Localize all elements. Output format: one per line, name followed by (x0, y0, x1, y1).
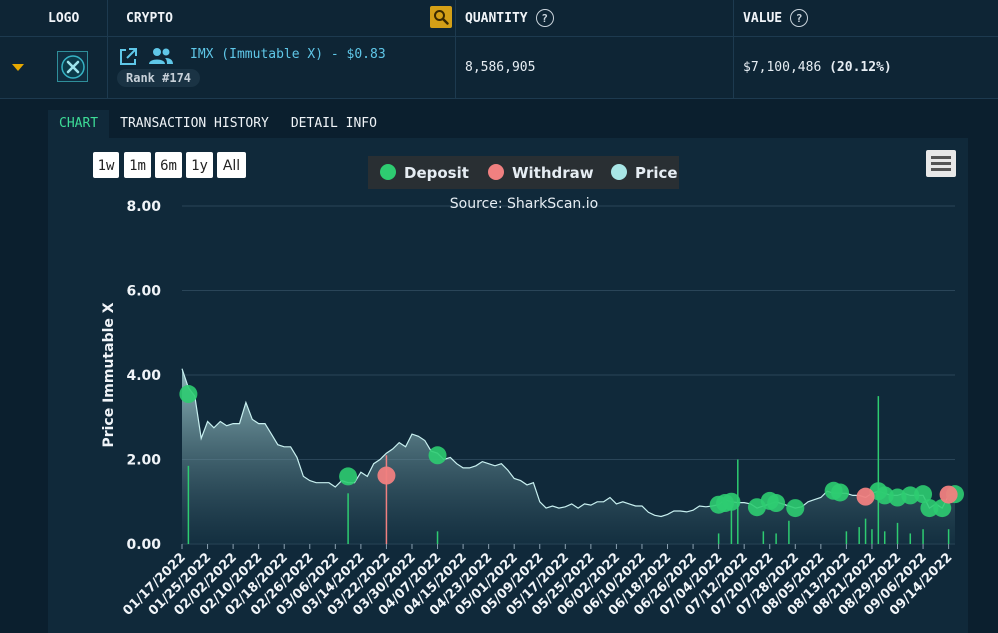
deposit-marker[interactable] (722, 492, 741, 511)
range-selector: 1w 1m 6m 1y All (93, 152, 246, 178)
chart-menu-button[interactable] (926, 150, 956, 177)
volume-bars (187, 396, 950, 544)
help-icon[interactable]: ? (535, 9, 554, 27)
withdraw-marker[interactable] (856, 487, 875, 506)
column-divider (107, 0, 108, 36)
column-divider (107, 37, 108, 98)
legend-label-deposit: Deposit (404, 164, 469, 182)
legend-label-withdraw: Withdraw (512, 164, 594, 182)
crypto-name-price-link[interactable]: IMX (Immutable X) - $0.83 (190, 47, 386, 62)
legend-item-deposit[interactable]: Deposit (380, 164, 469, 182)
y-tick-label: 8.00 (126, 199, 161, 215)
deposit-marker[interactable] (179, 385, 198, 404)
external-link-icon[interactable] (118, 47, 138, 67)
value-header-label: VALUE (743, 10, 783, 26)
deposit-marker[interactable] (914, 485, 933, 504)
tab-transaction-history[interactable]: TRANSACTION HISTORY (120, 116, 269, 131)
y-tick-label: 2.00 (126, 453, 161, 469)
deposit-marker[interactable] (428, 446, 447, 465)
holding-value-percent: (20.12%) (829, 60, 892, 75)
rank-badge: Rank #174 (117, 69, 201, 87)
hamburger-menu-icon (931, 156, 951, 171)
holding-value-amount: $7,100,486 (743, 60, 822, 75)
range-button-all[interactable]: All (217, 152, 246, 178)
help-icon[interactable]: ? (790, 9, 809, 27)
deposit-marker[interactable] (786, 499, 805, 518)
chart-panel (48, 138, 968, 633)
legend-item-withdraw[interactable]: Withdraw (488, 164, 594, 182)
holding-value: $7,100,486 (20.12%) (743, 60, 892, 75)
imx-logo (57, 51, 88, 82)
search-icon (434, 10, 449, 25)
quantity-header-label: QUANTITY (465, 10, 528, 26)
range-button-6m[interactable]: 6m (155, 152, 182, 178)
legend-label-price: Price (635, 164, 678, 182)
y-tick-label: 4.00 (126, 368, 161, 384)
detail-tabs: CHART TRANSACTION HISTORY DETAIL INFO (48, 110, 388, 138)
y-axis-label: Price Immutable X (101, 302, 117, 447)
range-button-1y[interactable]: 1y (186, 152, 213, 178)
value-column-header[interactable]: VALUE ? (743, 0, 809, 36)
price-area-series (181, 368, 956, 544)
logo-column-header: LOGO (48, 10, 80, 26)
chart-subtitle: Source: SharkScan.io (450, 196, 598, 212)
crypto-column-header[interactable]: CRYPTO (126, 10, 173, 26)
immutable-x-icon (60, 54, 85, 79)
deposit-marker[interactable] (767, 494, 786, 513)
range-label-1y: 1y (191, 158, 208, 174)
column-divider (455, 0, 456, 36)
people-icon[interactable] (148, 47, 174, 65)
legend-item-price[interactable]: Price (611, 164, 678, 182)
x-axis-ticks: 01/17/202201/25/202202/02/202202/10/2022… (120, 544, 955, 619)
price-area (182, 368, 955, 544)
y-tick-label: 0.00 (126, 537, 161, 553)
collapse-caret-icon[interactable] (12, 64, 24, 71)
column-divider (733, 37, 734, 98)
tab-chart[interactable]: CHART (48, 110, 110, 138)
tab-detail-info[interactable]: DETAIL INFO (290, 116, 377, 131)
transaction-markers (179, 385, 964, 518)
range-label-1w: 1w (98, 158, 115, 174)
search-button[interactable] (430, 6, 452, 28)
table-header: LOGO CRYPTO QUANTITY ? VALUE ? (0, 0, 998, 37)
quantity-column-header[interactable]: QUANTITY ? (465, 0, 554, 36)
deposit-marker[interactable] (920, 499, 939, 518)
range-label-1m: 1m (129, 158, 146, 174)
y-axis-ticks: 0.00 2.00 4.00 6.00 8.00 (126, 199, 161, 553)
deposit-marker[interactable] (933, 499, 952, 518)
table-row[interactable]: IMX (Immutable X) - $0.83 Rank #174 8,58… (0, 37, 998, 99)
range-label-6m: 6m (160, 158, 177, 174)
range-button-1w[interactable]: 1w (93, 152, 119, 178)
y-tick-label: 6.00 (126, 284, 161, 300)
deposit-marker[interactable] (339, 467, 358, 486)
column-divider (733, 0, 734, 36)
chart-legend: Deposit Withdraw Price (368, 156, 679, 189)
column-divider (455, 37, 456, 98)
range-button-1m[interactable]: 1m (124, 152, 151, 178)
withdraw-marker[interactable] (939, 485, 958, 504)
withdraw-marker[interactable] (377, 466, 396, 485)
range-label-all: All (223, 158, 240, 174)
quantity-value: 8,586,905 (465, 60, 536, 75)
deposit-marker[interactable] (831, 483, 850, 502)
